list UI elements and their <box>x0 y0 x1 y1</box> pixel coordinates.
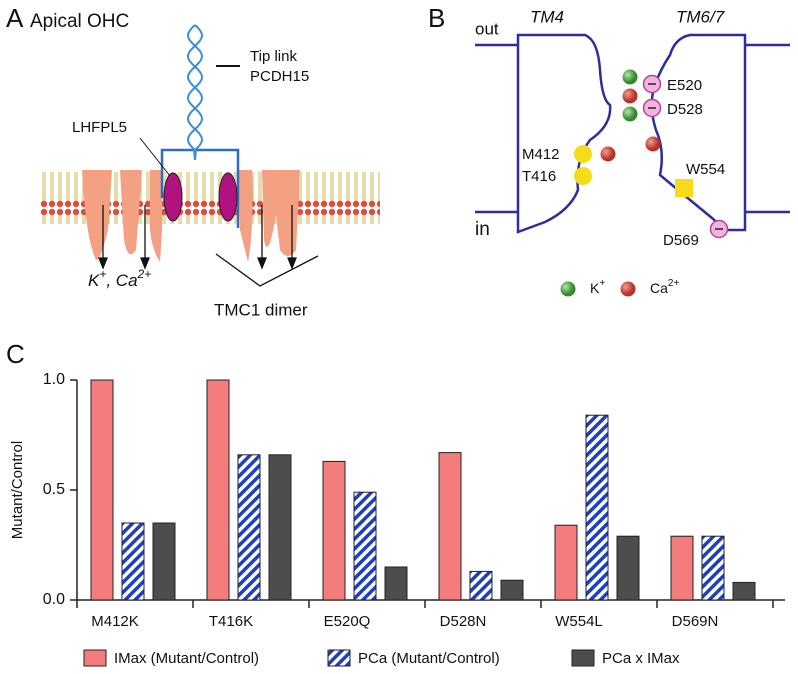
bar <box>500 579 524 601</box>
lhfpl5 <box>218 172 238 222</box>
text: 2+ <box>137 267 152 281</box>
x-tick-label: D569N <box>672 613 719 630</box>
legend-label: PCa (Mutant/Control) <box>358 650 500 667</box>
text: K <box>590 280 600 296</box>
k-ion <box>622 106 638 122</box>
label: TMC1 dimer <box>214 300 308 319</box>
minus-signs <box>648 83 723 230</box>
residue-label: M412 <box>522 146 560 163</box>
x-tick-label: T416K <box>209 613 253 630</box>
channel-outline <box>475 33 790 234</box>
x-tick-label: E520Q <box>324 613 371 630</box>
residue-m412 <box>574 145 592 163</box>
bar <box>585 414 609 601</box>
residue-t416 <box>574 167 592 185</box>
ions <box>600 69 661 162</box>
bar <box>268 454 292 601</box>
label: LHFPL5 <box>72 119 127 136</box>
x-tick-label: W554L <box>555 613 603 630</box>
tmc1-shapes <box>82 170 300 262</box>
k-ion <box>622 69 638 85</box>
label: Tip link <box>250 48 297 65</box>
bar <box>469 570 493 601</box>
residue-label: D569 <box>663 232 699 249</box>
legend-k <box>560 281 576 297</box>
residue-label: D528 <box>667 101 703 118</box>
legend-ca <box>620 281 636 297</box>
panel-title: Apical OHC <box>30 11 129 32</box>
label: TM6/7 <box>676 7 725 26</box>
bar <box>616 535 640 601</box>
panel-b: B out in TM4 TM6/7 M412 T416 E520 D528 W… <box>428 3 790 297</box>
legend-swatch <box>83 649 107 667</box>
residue-w554 <box>675 179 693 197</box>
arrows <box>98 205 319 287</box>
residue-label: T416 <box>522 168 556 185</box>
leader <box>139 137 171 177</box>
bar <box>732 581 756 601</box>
text: K <box>88 271 100 290</box>
legend-swatch <box>327 649 351 667</box>
text: , Ca <box>106 271 137 290</box>
x-tick-label: M412K <box>91 613 139 630</box>
bar <box>438 452 462 601</box>
y-tick-label: 0.5 <box>43 481 65 498</box>
ca-ion <box>645 136 661 152</box>
bar <box>152 522 176 601</box>
bar <box>121 522 145 601</box>
label: in <box>475 219 490 240</box>
residue-label: W554 <box>686 161 725 178</box>
bar <box>353 491 377 601</box>
bar <box>90 379 114 601</box>
text: + <box>99 267 106 281</box>
bar <box>237 454 261 601</box>
bar <box>322 460 346 601</box>
panel-a: A Apical OHC Tip link PCDH15 LHFPL5 K+, … <box>6 3 380 319</box>
y-tick-label: 0.0 <box>43 591 65 608</box>
ion-label: K+, Ca2+ <box>88 267 151 290</box>
bar <box>670 535 694 601</box>
bar <box>554 524 578 601</box>
panel-label: C <box>6 339 25 369</box>
text: 2+ <box>668 278 680 289</box>
label: PCDH15 <box>250 68 309 85</box>
bar <box>384 566 408 601</box>
charged-residues <box>642 74 729 239</box>
label: out <box>475 19 499 38</box>
y-axis-label: Mutant/Control <box>9 441 26 539</box>
text: Ca <box>650 280 668 296</box>
ca-ion <box>622 88 638 104</box>
legend-label: Ca2+ <box>650 278 679 296</box>
bar <box>701 535 725 601</box>
legend-label: IMax (Mutant/Control) <box>114 650 259 667</box>
panel-label: B <box>428 3 445 33</box>
label: TM4 <box>530 7 564 26</box>
text: + <box>599 278 605 289</box>
legend-label: K+ <box>590 278 605 296</box>
legend-swatch <box>571 649 595 667</box>
x-tick-label: D528N <box>440 613 487 630</box>
lhfpl5-bracket <box>160 148 240 228</box>
residue-label: E520 <box>667 77 702 94</box>
y-tick-label: 1.0 <box>43 371 65 388</box>
tip-link <box>186 24 203 161</box>
lhfpl5 <box>163 172 183 222</box>
legend-label: PCa x IMax <box>602 650 680 667</box>
bar <box>206 379 230 601</box>
ca-ion <box>600 146 616 162</box>
panel-c: C Mutant/Control 0.0 0.5 1.0 M412K T416K E520… <box>6 339 785 667</box>
panel-label: A <box>6 3 24 33</box>
